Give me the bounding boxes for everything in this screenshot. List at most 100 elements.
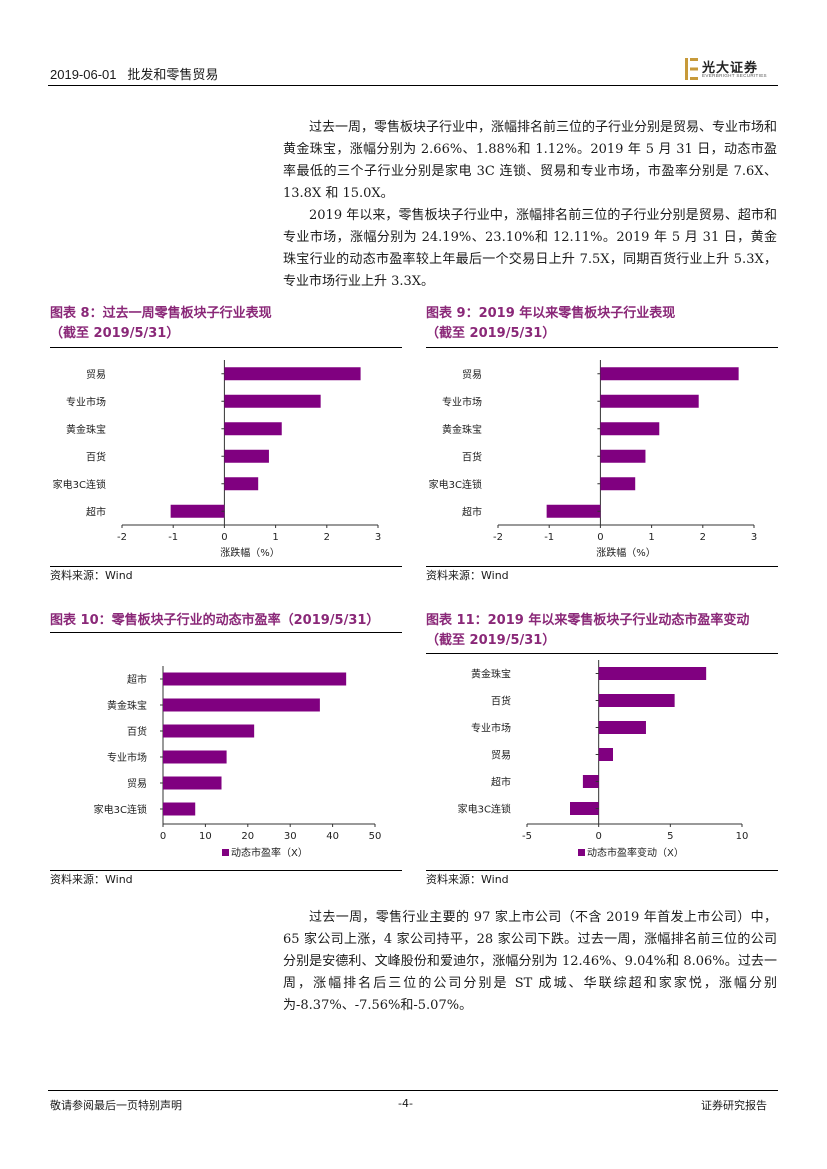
x-tick-label: 0 (160, 831, 166, 842)
bar (224, 367, 361, 381)
company-logo: 光大证券 EVERBRIGHT SECURITIES (684, 56, 784, 82)
figure-11-heading: 图表 11：2019 年以来零售板块子行业动态市盈率变动 （截至 2019/5/… (426, 611, 778, 651)
x-tick-label: 3 (751, 532, 757, 543)
figure-divider (50, 870, 402, 871)
category-label: 贸易 (86, 369, 106, 381)
legend-swatch (578, 849, 585, 856)
figure-title: 图表 8：过去一周零售板块子行业表现 (50, 306, 272, 321)
category-label: 百货 (462, 450, 482, 463)
bar (600, 367, 739, 381)
x-tick-label: 10 (199, 831, 212, 842)
legend-label: 动态市盈率（X） (231, 846, 308, 859)
footer-disclaimer: 敬请参阅最后一页特别声明 (50, 1099, 182, 1112)
legend-label: 动态市盈率变动（X） (587, 846, 684, 859)
bar (598, 748, 613, 761)
category-label: 超市 (491, 776, 511, 789)
x-tick-label: 0 (595, 831, 601, 842)
logo-mark-icon (685, 58, 698, 80)
category-label: 百货 (491, 695, 511, 708)
figure-8-heading: 图表 8：过去一周零售板块子行业表现 （截至 2019/5/31） (50, 304, 402, 344)
bar (546, 504, 601, 518)
category-label: 家电3C连锁 (94, 803, 147, 816)
figure-subtitle: （截至 2019/5/31） (426, 633, 556, 648)
x-tick-label: -2 (117, 532, 127, 543)
x-tick-label: 2 (700, 532, 706, 543)
x-tick-label: 20 (241, 831, 254, 842)
figure-subtitle: （截至 2019/5/31） (50, 326, 180, 341)
category-label: 黄金珠宝 (66, 423, 106, 436)
footer-divider (48, 1090, 778, 1091)
category-label: 贸易 (462, 369, 482, 381)
sector-name: 批发和零售贸易 (127, 67, 219, 82)
x-tick-label: 40 (326, 831, 339, 842)
category-label: 家电3C连锁 (458, 803, 511, 816)
bar (163, 724, 255, 738)
bar (570, 802, 599, 815)
category-label: 专业市场 (107, 751, 147, 764)
category-label: 超市 (86, 505, 106, 518)
x-tick-label: 2 (324, 532, 330, 543)
bar (600, 422, 660, 436)
bar (224, 422, 282, 436)
x-axis-label: 涨跌幅（%） (220, 546, 280, 559)
bar (224, 477, 259, 491)
x-tick-label: -1 (544, 532, 554, 543)
paragraph-2: 2019 年以来，零售板块子行业中，涨幅排名前三位的子行业分别是贸易、超市和专业… (283, 208, 777, 289)
bar (598, 694, 675, 707)
figure-divider (50, 347, 402, 348)
category-label: 专业市场 (471, 722, 511, 735)
category-label: 黄金珠宝 (442, 423, 482, 436)
figure-source: 资料来源：Wind (50, 873, 133, 886)
paragraph-3: 过去一周，零售行业主要的 97 家上市公司（不含 2019 年首发上市公司）中，… (283, 910, 777, 1013)
category-label: 贸易 (491, 750, 511, 762)
bar (600, 394, 699, 408)
x-tick-label: 1 (272, 532, 278, 543)
category-label: 家电3C连锁 (429, 478, 482, 491)
logo-subtitle: EVERBRIGHT SECURITIES (702, 73, 767, 78)
category-label: 专业市场 (66, 395, 106, 408)
category-label: 百货 (127, 725, 147, 738)
bar (170, 504, 225, 518)
report-date: 2019-06-01 (50, 67, 117, 82)
x-tick-label: 10 (736, 831, 749, 842)
footer-report-type: 证券研究报告 (701, 1099, 767, 1112)
figure-source: 资料来源：Wind (426, 873, 509, 886)
x-tick-label: 3 (375, 532, 381, 543)
x-tick-label: 50 (369, 831, 382, 842)
bar (163, 672, 347, 686)
bar (224, 449, 269, 463)
x-tick-label: 0 (597, 532, 603, 543)
figure-10-heading: 图表 10：零售板块子行业的动态市盈率（2019/5/31） (50, 611, 402, 631)
category-label: 专业市场 (442, 395, 482, 408)
figure-9-heading: 图表 9：2019 年以来零售板块子行业表现 （截至 2019/5/31） (426, 304, 778, 344)
bar (163, 776, 222, 790)
x-tick-label: -2 (493, 532, 503, 543)
figure-title: 图表 11：2019 年以来零售板块子行业动态市盈率变动 (426, 613, 750, 628)
x-tick-label: 30 (284, 831, 297, 842)
category-label: 超市 (127, 673, 147, 686)
bar (600, 477, 636, 491)
figure-source: 资料来源：Wind (426, 569, 509, 582)
header-divider (48, 85, 778, 86)
header-date-sector: 2019-06-01 批发和零售贸易 (50, 64, 218, 83)
bar (163, 750, 227, 764)
category-label: 黄金珠宝 (107, 699, 147, 712)
category-label: 百货 (86, 450, 106, 463)
x-tick-label: -1 (168, 532, 178, 543)
figure-divider (426, 347, 778, 348)
x-tick-label: 1 (648, 532, 654, 543)
bar (582, 775, 599, 788)
figure-subtitle: （截至 2019/5/31） (426, 326, 556, 341)
bar (600, 449, 646, 463)
paragraph-1: 过去一周，零售板块子行业中，涨幅排名前三位的子行业分别是贸易、专业市场和黄金珠宝… (283, 120, 778, 201)
page-number: -4- (398, 1097, 413, 1110)
bar (224, 394, 321, 408)
x-tick-label: -5 (522, 831, 532, 842)
x-tick-label: 0 (221, 532, 227, 543)
x-tick-label: 5 (667, 831, 673, 842)
category-label: 家电3C连锁 (53, 478, 106, 491)
bar (163, 802, 196, 816)
